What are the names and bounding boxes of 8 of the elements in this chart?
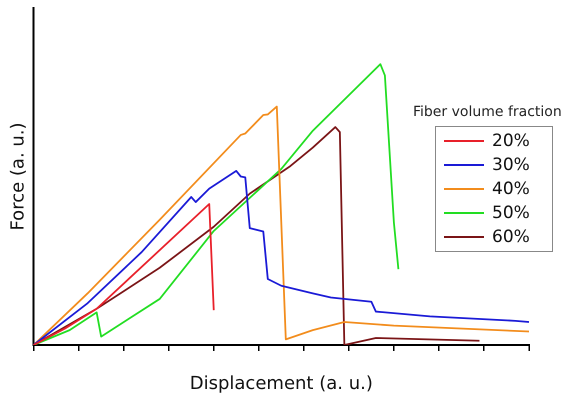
y-axis-title: Force (a. u.) [7,122,28,231]
legend-label: 60% [492,226,530,249]
legend-label: 40% [492,178,530,201]
legend-label: 50% [492,202,530,225]
legend-title: Fiber volume fraction [413,104,562,120]
legend-label: 30% [492,154,530,177]
x-axis-title: Displacement (a. u.) [190,372,373,394]
legend-label: 20% [492,130,530,153]
